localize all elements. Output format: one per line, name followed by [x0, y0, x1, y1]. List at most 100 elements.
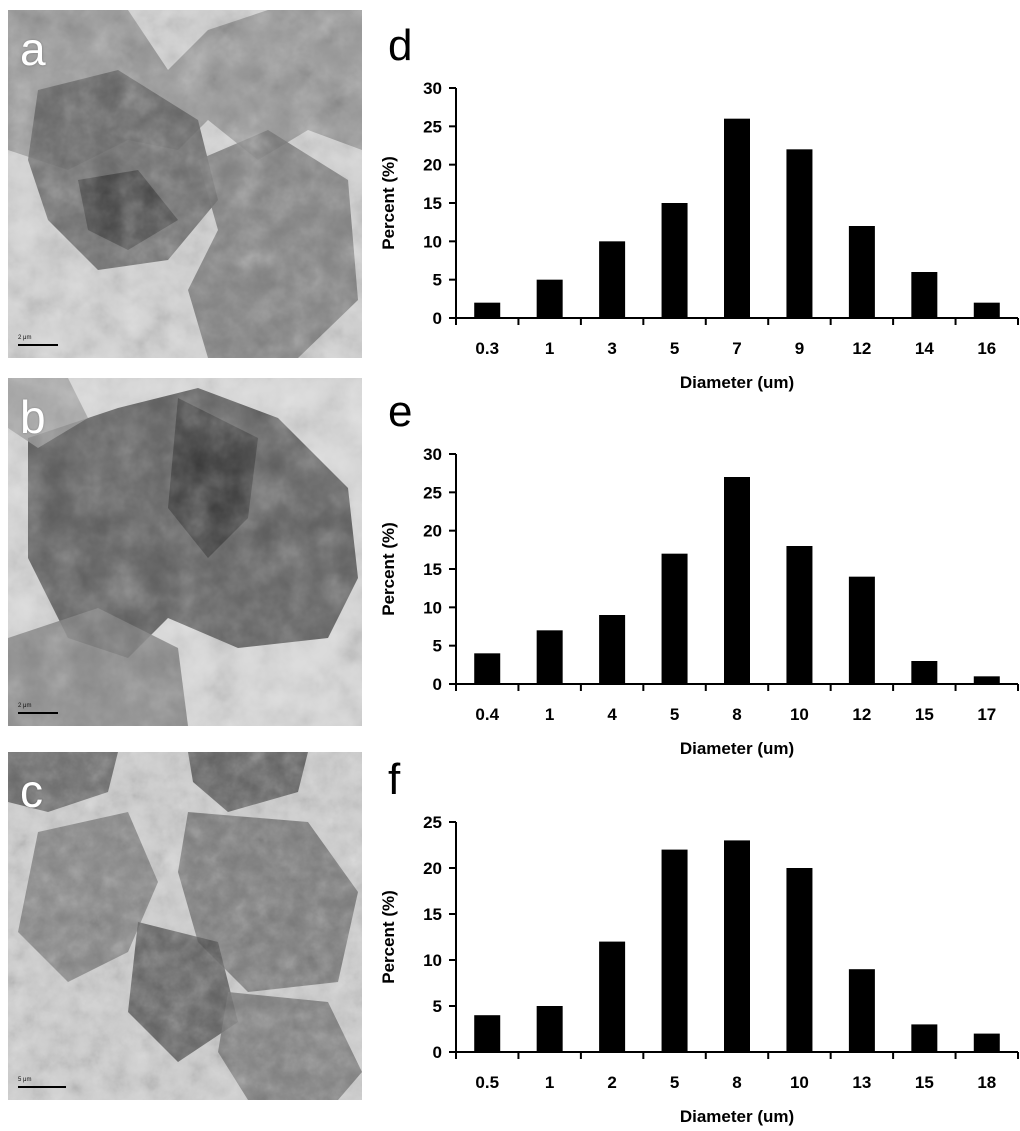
x-tick-label: 15: [915, 1073, 934, 1092]
bar: [848, 576, 875, 684]
x-tick-label: 8: [732, 1073, 741, 1092]
x-tick-label: 7: [732, 339, 741, 358]
x-tick-label: 13: [852, 1073, 871, 1092]
micrograph-c: c 5 μm: [8, 752, 362, 1100]
y-tick-label: 10: [423, 598, 442, 617]
x-tick-label: 15: [915, 705, 934, 724]
y-tick-label: 15: [423, 194, 442, 213]
bar: [848, 969, 875, 1052]
x-axis-title: Diameter (um): [680, 739, 794, 758]
bar: [724, 118, 750, 319]
y-tick-label: 25: [423, 117, 442, 136]
x-axis-title: Diameter (um): [680, 373, 794, 392]
y-tick-label: 5: [433, 997, 442, 1016]
bar: [848, 226, 875, 318]
bar: [661, 203, 688, 318]
x-axis-title: Diameter (um): [680, 1107, 794, 1126]
y-tick-label: 10: [423, 232, 442, 251]
x-tick-label: 16: [977, 339, 996, 358]
bar: [973, 1033, 1000, 1052]
bar: [911, 1024, 938, 1052]
x-tick-label: 0.5: [475, 1073, 499, 1092]
y-axis-title: Percent (%): [379, 890, 398, 984]
scale-bar: [18, 344, 58, 346]
x-tick-label: 12: [852, 705, 871, 724]
bar: [973, 676, 1000, 684]
bar: [911, 661, 938, 684]
x-tick-label: 14: [915, 339, 934, 358]
x-tick-label: 5: [670, 339, 679, 358]
bar: [973, 302, 1000, 318]
micrograph-b: b 2 μm: [8, 378, 362, 726]
bar: [536, 630, 563, 684]
x-tick-label: 3: [607, 339, 616, 358]
micrograph-a-image: [8, 10, 362, 358]
x-tick-label: 0.4: [475, 705, 499, 724]
scale-bar: [18, 1086, 66, 1088]
micrograph-a: a 2 μm: [8, 10, 362, 358]
y-tick-label: 20: [423, 859, 442, 878]
y-tick-label: 30: [423, 79, 442, 98]
scale-bar-label: 2 μm: [18, 335, 32, 341]
panel-letter: d: [388, 21, 412, 70]
y-tick-label: 25: [423, 483, 442, 502]
y-tick-label: 0: [433, 675, 442, 694]
chart-d: d 0 5 10 15 20 25 30 Percent (%) 0.3 1 3 5 7 9 12 14 16 Di…: [379, 21, 1019, 392]
y-tick-label: 0: [433, 1043, 442, 1062]
x-tick-label: 10: [790, 705, 809, 724]
x-tick-label: 12: [852, 339, 871, 358]
bar: [724, 840, 750, 1052]
bar: [786, 546, 813, 684]
y-tick-label: 5: [433, 271, 442, 290]
x-tick-label: 1: [545, 1073, 554, 1092]
y-tick-label: 0: [433, 309, 442, 328]
x-tick-label: 4: [607, 705, 617, 724]
x-tick-label: 1: [545, 339, 554, 358]
x-tick-label: 1: [545, 705, 554, 724]
bar: [911, 272, 938, 318]
micrograph-c-image: [8, 752, 362, 1100]
x-tick-label: 2: [607, 1073, 616, 1092]
micrograph-letter: c: [20, 765, 43, 817]
y-tick-label: 25: [423, 813, 442, 832]
y-tick-label: 10: [423, 951, 442, 970]
bar: [661, 553, 688, 684]
bar: [599, 241, 626, 318]
x-tick-label: 0.3: [475, 339, 499, 358]
chart-e: e 0 5 10 15 20 25 30 Percent (%) 0.4 1 4 5 8 10 12 15 17 D…: [379, 387, 1019, 758]
bar: [474, 302, 501, 318]
bar: [536, 279, 563, 318]
x-tick-label: 18: [977, 1073, 996, 1092]
panel-letter: e: [388, 387, 412, 436]
micrograph-letter: b: [20, 391, 46, 443]
micrograph-b-image: [8, 378, 362, 726]
y-tick-label: 30: [423, 445, 442, 464]
bar: [536, 1006, 563, 1052]
bar: [661, 849, 688, 1052]
bar: [474, 653, 501, 684]
x-tick-label: 5: [670, 1073, 679, 1092]
x-tick-label: 5: [670, 705, 679, 724]
y-tick-label: 15: [423, 905, 442, 924]
y-axis-title: Percent (%): [379, 156, 398, 250]
bar: [599, 615, 626, 684]
scale-bar: [18, 712, 58, 714]
scale-bar-label: 5 μm: [18, 1077, 32, 1083]
scale-bar-label: 2 μm: [18, 703, 32, 709]
y-tick-label: 20: [423, 156, 442, 175]
x-tick-label: 9: [795, 339, 804, 358]
x-tick-label: 10: [790, 1073, 809, 1092]
x-tick-label: 17: [977, 705, 996, 724]
bar: [786, 868, 813, 1052]
x-tick-label: 8: [732, 705, 741, 724]
bar: [786, 149, 813, 318]
bar: [474, 1015, 501, 1052]
y-axis-title: Percent (%): [379, 522, 398, 616]
y-tick-label: 5: [433, 637, 442, 656]
panel-letter: f: [388, 755, 401, 804]
bar: [599, 941, 626, 1052]
y-tick-label: 20: [423, 522, 442, 541]
bar: [724, 477, 750, 684]
micrograph-letter: a: [20, 23, 46, 75]
